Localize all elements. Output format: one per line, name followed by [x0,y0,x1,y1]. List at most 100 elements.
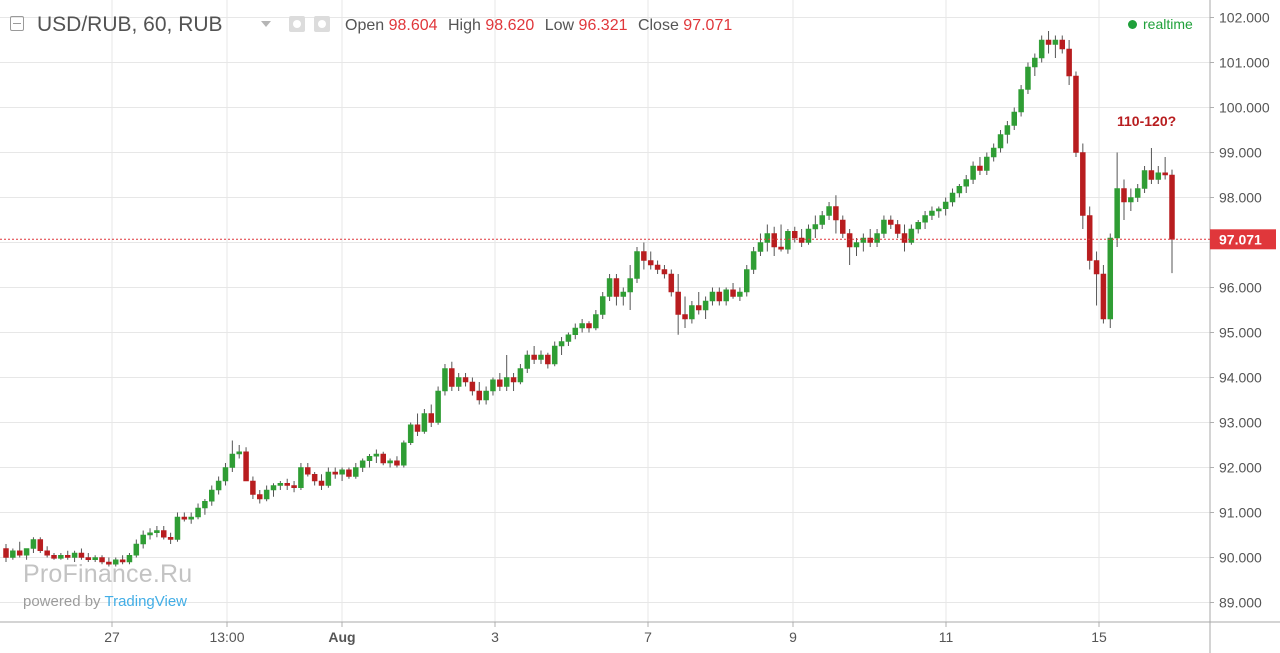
collapse-icon[interactable] [10,16,24,31]
open-value: 98.604 [388,17,438,34]
candle-body [888,219,894,225]
gear-icon[interactable] [314,16,330,32]
candle-body [840,219,846,234]
candle-body [970,165,976,180]
candle-body [531,354,537,360]
candle-body [558,341,565,347]
watermark-brand: ProFinance.Ru [23,560,193,588]
y-tick-label: 99.000 [1219,145,1262,161]
candle-body [284,483,290,486]
candle-body [977,165,983,171]
candle-body [682,314,688,320]
candle-body [332,471,338,475]
realtime-indicator: realtime [1128,16,1193,32]
candle-body [606,278,613,297]
candle-body [209,489,215,502]
candle-body [387,460,393,464]
candle-body [579,323,585,329]
candle-body [984,156,990,171]
symbol-title[interactable]: USD/RUB, 60, RUB [37,13,223,36]
candle-body [442,368,448,392]
y-tick-label: 92.000 [1219,460,1262,476]
candle-body [311,474,318,482]
candle-body [846,233,853,248]
candle-body [1045,39,1052,45]
candle-body [510,377,517,383]
y-tick-label: 101.000 [1219,55,1270,71]
candle-body [71,552,78,558]
candle-body [222,467,229,482]
candle-body [627,278,633,293]
candle-body [1004,125,1011,135]
candle-body [1162,172,1168,176]
candle-body [1155,172,1162,180]
candle-body [1141,170,1148,189]
candle-body [305,467,311,475]
candle-body [202,501,208,509]
candle-body [119,559,126,563]
candle-body [661,269,668,275]
candle-body [874,233,880,243]
candle-body [30,539,37,549]
y-tick-label: 89.000 [1219,595,1262,611]
x-tick-label: 3 [491,629,499,645]
candle-body [634,251,640,279]
candle-body [270,485,277,491]
candle-body [421,413,428,432]
eye-icon[interactable] [289,16,305,32]
chevron-down-icon[interactable] [261,21,271,27]
ohlc-legend: Open 98.604 High 98.620 Low 96.321 Close… [345,17,738,35]
candle-body [1107,237,1114,320]
candle-body [133,543,140,556]
candle-body [565,334,572,342]
candle-body [764,233,771,243]
candle-body [394,460,400,466]
y-tick-label: 91.000 [1219,505,1262,521]
x-tick-label: 27 [104,629,120,645]
candle-body [64,555,71,558]
candle-body [915,222,921,230]
candle-body [3,548,9,558]
candle-body [1086,215,1093,261]
candle-body [401,442,407,466]
candle-body [469,381,476,392]
candle-body [462,377,469,383]
candle-body [263,489,270,500]
x-tick-label: Aug [328,629,355,645]
candle-body [414,424,421,432]
candle-body [908,228,915,243]
candle-body [58,555,64,559]
candle-body [1169,174,1175,240]
candle-body [997,134,1004,149]
candle-body [1114,188,1120,239]
candle-body [37,539,44,551]
candle-body [695,305,702,311]
candle-body [1052,39,1059,45]
candle-body [956,186,963,194]
candle-body [792,231,798,239]
candle-body [257,494,263,500]
tradingview-link[interactable]: TradingView [104,593,188,610]
x-tick-label: 13:00 [209,629,244,645]
open-label: Open [345,17,385,34]
candle-body [167,537,174,540]
candle-body [867,237,873,243]
powered-by-text: powered by [23,593,101,610]
candle-body [723,289,729,302]
candle-body [195,507,201,518]
candle-body [346,469,352,477]
candle-body [99,557,105,563]
candle-body [942,201,949,209]
candle-body [1134,188,1141,198]
candle-body [881,219,887,234]
x-tick-label: 15 [1091,629,1107,645]
candle-body [860,237,867,243]
candle-body [10,550,16,558]
candle-body [1025,66,1031,90]
candle-body [147,532,153,536]
candle-body [1066,48,1072,77]
candle-body [1080,152,1086,216]
candle-body [833,206,839,221]
